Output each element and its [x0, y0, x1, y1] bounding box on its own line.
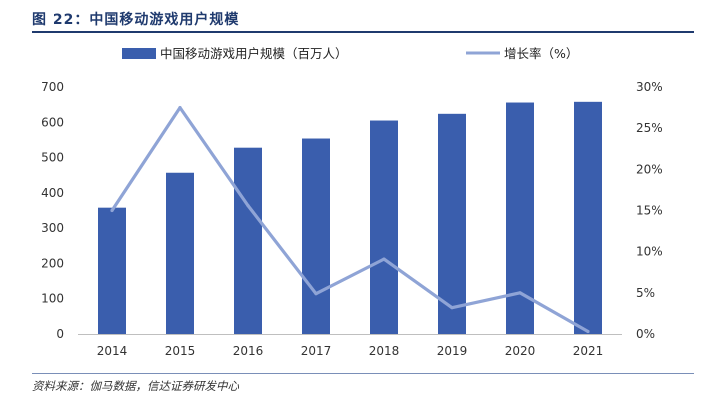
line-point: [110, 208, 114, 213]
left-tick-label: 300: [41, 221, 64, 235]
right-tick-label: 30%: [636, 80, 663, 94]
x-tick-label: 2017: [301, 344, 332, 358]
right-tick-label: 20%: [636, 162, 663, 176]
left-tick-label: 100: [41, 292, 64, 306]
left-tick-label: 200: [41, 256, 64, 270]
x-tick-label: 2016: [233, 344, 264, 358]
legend-bar-label: 中国移动游戏用户规模（百万人）: [160, 46, 348, 61]
source-note: 资料来源：伽马数据，信达证券研发中心: [32, 379, 239, 393]
bar: [302, 138, 330, 334]
legend-bar-swatch: [122, 48, 156, 59]
right-tick-label: 15%: [636, 204, 663, 218]
right-y-axis: 0% 5% 10% 15% 20% 25% 30%: [636, 80, 663, 341]
x-axis: 2014 2015 2016 2017 2018 2019 2020 2021: [78, 334, 622, 358]
left-y-axis: 0 100 200 300 400 500 600 700: [41, 80, 64, 341]
x-tick-label: 2021: [573, 344, 604, 358]
line-point: [314, 292, 318, 296]
right-tick-label: 25%: [636, 121, 663, 135]
legend-line-label: 增长率（%）: [504, 46, 578, 61]
x-tick-label: 2018: [369, 344, 400, 358]
line-point: [518, 291, 522, 295]
bar: [166, 172, 194, 334]
line-point: [178, 105, 182, 110]
growth-line: [110, 105, 589, 333]
bar: [370, 120, 398, 335]
chart: 中国移动游戏用户规模（百万人） 增长率（%） 0 100 200 300 400 500 60…: [41, 46, 663, 358]
left-tick-label: 400: [41, 186, 64, 200]
legend: 中国移动游戏用户规模（百万人） 增长率（%）: [122, 46, 578, 61]
line-point: [586, 329, 590, 334]
x-tick-label: 2014: [97, 344, 128, 358]
left-tick-label: 0: [56, 327, 64, 341]
x-tick-label: 2020: [505, 344, 536, 358]
line-point: [450, 306, 454, 310]
footer-divider: [32, 373, 694, 374]
line-point: [246, 203, 250, 208]
left-tick-label: 600: [41, 115, 64, 129]
bar: [574, 101, 602, 334]
x-tick-label: 2019: [437, 344, 468, 358]
left-tick-label: 700: [41, 80, 64, 94]
right-tick-label: 5%: [636, 286, 655, 300]
left-tick-label: 500: [41, 151, 64, 165]
line-series: [110, 105, 590, 334]
bar: [234, 147, 262, 334]
bar: [98, 207, 126, 334]
x-tick-label: 2015: [165, 344, 196, 358]
right-tick-label: 0%: [636, 327, 655, 341]
bar: [438, 113, 466, 335]
bar-series: [98, 101, 602, 335]
right-tick-label: 10%: [636, 245, 663, 259]
figure-title: 图 22：中国移动游戏用户规模: [32, 12, 240, 28]
title-divider: [32, 31, 694, 33]
line-point: [382, 257, 386, 261]
